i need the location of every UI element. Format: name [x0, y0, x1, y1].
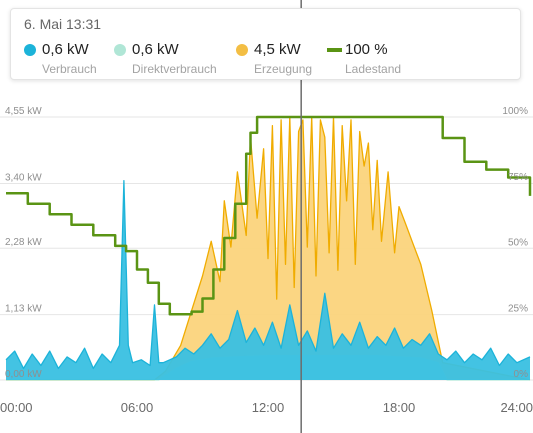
series-line-ladestand [6, 115, 532, 316]
y-left-tick-label: 1,13 kW [5, 304, 42, 315]
erzeugung-dot-icon [236, 44, 248, 56]
ladestand-label: Ladestand [345, 62, 402, 76]
verbrauch-dot-icon [24, 44, 36, 56]
ladestand-value: 100 % [345, 41, 388, 58]
y-right-tick-label: 50% [508, 238, 528, 249]
direktverbrauch-dot-icon [114, 44, 126, 56]
x-tick-label: 00:00 [0, 400, 33, 415]
y-right-tick-label: 75% [508, 172, 528, 183]
erzeugung-value: 4,5 kW [254, 41, 301, 58]
ladestand-line-icon [327, 48, 342, 52]
verbrauch-value: 0,6 kW [42, 41, 89, 58]
direktverbrauch-label: Direktverbrauch [132, 62, 217, 76]
y-left-tick-label: 0,00 kW [5, 369, 42, 380]
y-right-tick-label: 0% [514, 369, 529, 380]
x-tick-label: 06:00 [121, 400, 154, 415]
x-tick-label: 12:00 [252, 400, 285, 415]
x-tick-label: 24:00 [500, 400, 533, 415]
erzeugung-label: Erzeugung [254, 62, 313, 76]
series-layer [5, 115, 532, 381]
series-area-verbrauch [6, 180, 530, 380]
direktverbrauch-value: 0,6 kW [132, 41, 179, 58]
series-line-verbrauch [5, 179, 531, 370]
y-left-tick-label: 3,40 kW [5, 172, 42, 183]
series-area-erzeugung [6, 117, 530, 380]
tooltip: 6. Mai 13:31 0,6 kW Verbrauch 0,6 kW Dir… [10, 8, 521, 80]
y-right-tick-label: 25% [508, 303, 528, 314]
y-right-tick-label: 100% [502, 106, 528, 117]
axis-labels: 0,00 kW 1,13 kW 2,28 kW 3,40 kW 4,55 kW 0% 25%… [0, 106, 533, 415]
x-tick-label: 18:00 [383, 400, 416, 415]
y-left-tick-label: 2,28 kW [5, 237, 42, 248]
tooltip-title: 6. Mai 13:31 [24, 16, 102, 32]
verbrauch-label: Verbrauch [42, 62, 97, 76]
y-left-tick-label: 4,55 kW [5, 106, 42, 117]
